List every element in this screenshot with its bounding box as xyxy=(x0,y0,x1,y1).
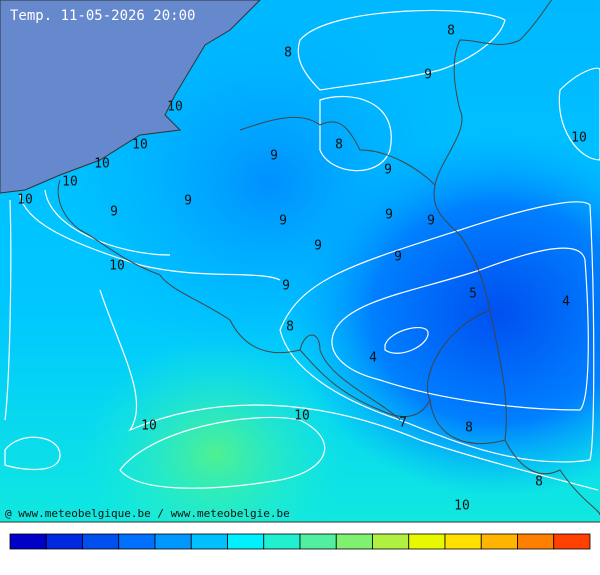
border xyxy=(429,399,506,445)
color-swatch xyxy=(190,533,228,550)
color-swatch xyxy=(480,533,518,550)
contour-label: 9 xyxy=(279,214,287,229)
contour-label: 8 xyxy=(286,320,294,335)
contour-label: 9 xyxy=(282,279,290,294)
color-swatch xyxy=(553,533,591,550)
border xyxy=(299,334,401,421)
color-swatch xyxy=(372,533,410,550)
color-swatch xyxy=(154,533,192,550)
contour-label: 10 xyxy=(167,100,183,115)
contour-label: 4 xyxy=(562,295,570,310)
contour xyxy=(44,189,171,256)
contour xyxy=(119,416,326,489)
contour xyxy=(319,95,392,172)
color-swatch xyxy=(45,533,83,550)
contour-label: 9 xyxy=(314,239,322,254)
contour-label: 7 xyxy=(399,416,407,431)
color-swatch xyxy=(118,533,156,550)
contour xyxy=(4,436,61,471)
color-swatch xyxy=(299,533,337,550)
contour-label: 8 xyxy=(284,46,292,61)
contour xyxy=(99,289,599,491)
contour-label: 9 xyxy=(427,214,435,229)
contour-label: 10 xyxy=(571,131,587,146)
title: Temp. 11-05-2026 20:00 xyxy=(10,8,195,24)
contour-label: 10 xyxy=(132,138,148,153)
color-swatch xyxy=(82,533,120,550)
contour-label: 8 xyxy=(465,421,473,436)
contour-label: 4 xyxy=(369,351,377,366)
border xyxy=(434,0,553,186)
contour-label: 8 xyxy=(535,475,543,490)
contour-label: 9 xyxy=(184,194,192,209)
color-swatch xyxy=(517,533,555,550)
contour-label: 10 xyxy=(17,193,33,208)
color-swatch xyxy=(263,533,301,550)
contour-label: 10 xyxy=(141,419,157,434)
contour-label: 10 xyxy=(109,259,125,274)
contour xyxy=(297,9,506,91)
color-swatch xyxy=(408,533,446,550)
contour-label: 8 xyxy=(447,24,455,39)
contour xyxy=(331,247,589,411)
border xyxy=(57,116,491,418)
contour xyxy=(4,199,12,421)
credit: @ www.meteobelgique.be / www.meteobelgie… xyxy=(5,507,290,520)
color-swatch xyxy=(444,533,482,550)
border xyxy=(489,309,600,516)
contour-label: 5 xyxy=(469,287,477,302)
map xyxy=(0,0,600,522)
contour xyxy=(19,194,281,281)
contour-label: 10 xyxy=(294,409,310,424)
color-bar xyxy=(9,533,591,550)
color-swatch xyxy=(9,533,47,550)
contour-label: 9 xyxy=(384,163,392,178)
contour-label: 9 xyxy=(385,208,393,223)
contour-label: 10 xyxy=(62,175,78,190)
contour xyxy=(384,327,429,354)
contour-label: 8 xyxy=(335,138,343,153)
contour-label: 9 xyxy=(394,250,402,265)
contour xyxy=(279,201,595,463)
contour-label: 10 xyxy=(94,157,110,172)
color-swatch xyxy=(227,533,265,550)
contour-labels: 8 8 9 10 10 10 8 9 10 9 10 10 9 9 9 9 9 9 9 10 9 5 4 8 4 10 7 10 8 8 1… xyxy=(17,24,587,514)
contour-label: 9 xyxy=(270,149,278,164)
contour-label: 9 xyxy=(110,205,118,220)
color-swatch xyxy=(335,533,373,550)
contour-label: 10 xyxy=(454,499,470,514)
contour-label: 9 xyxy=(424,68,432,83)
sea xyxy=(0,0,261,194)
